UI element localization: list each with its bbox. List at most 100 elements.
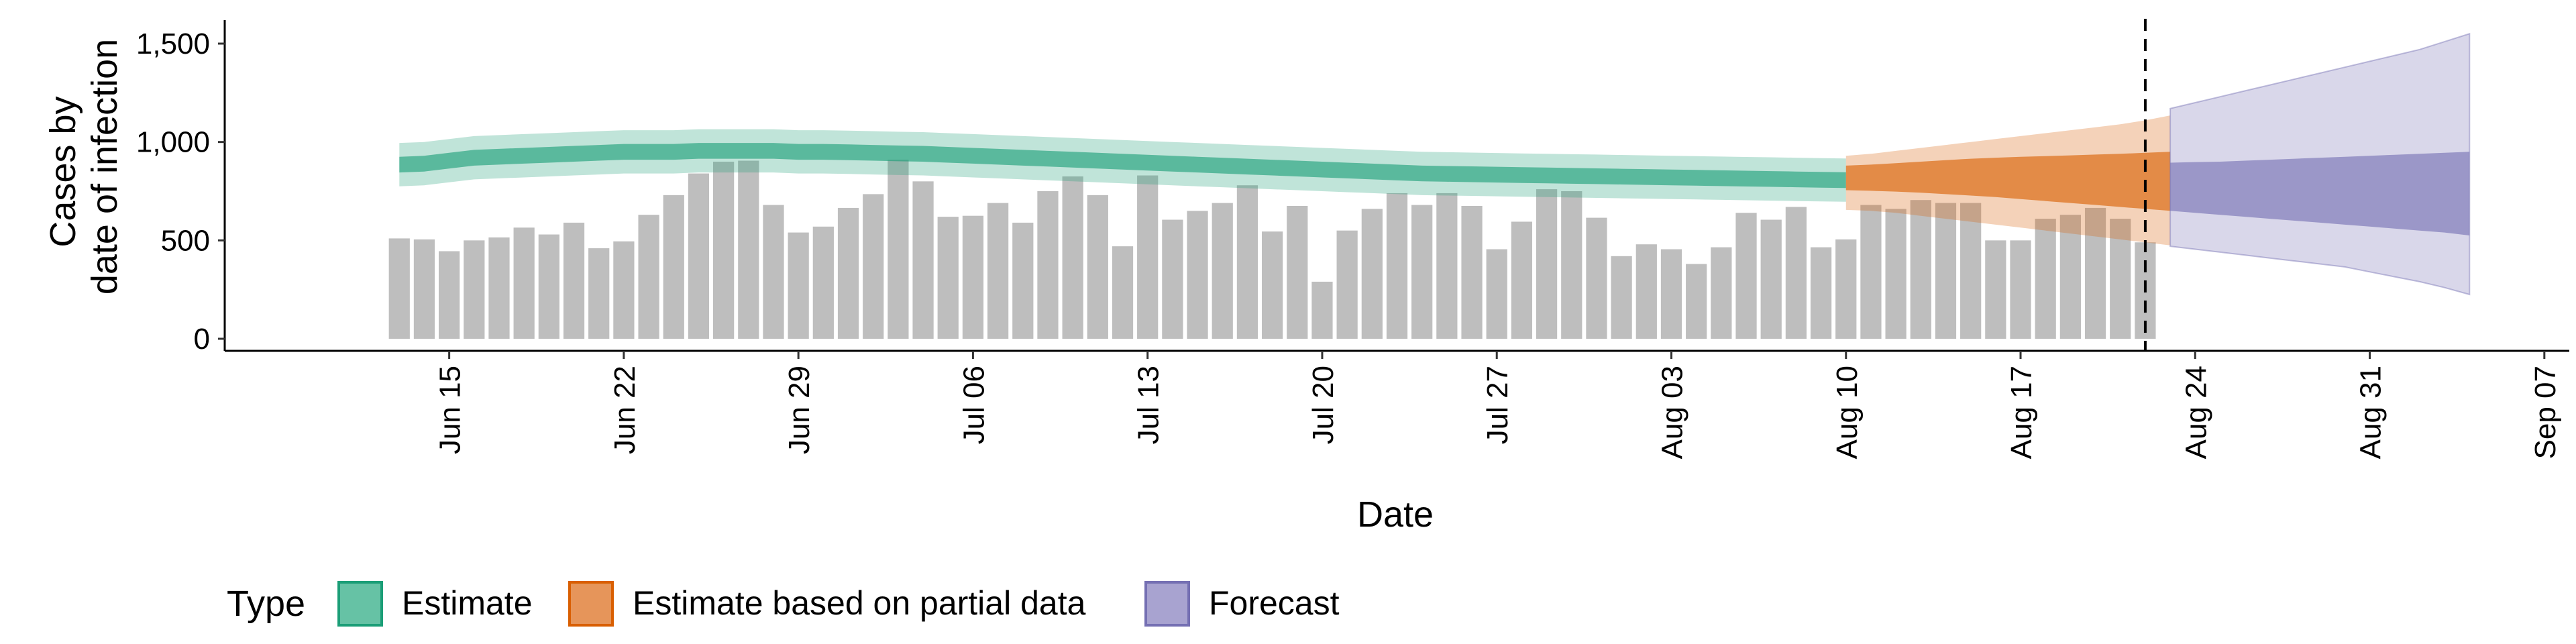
- observed-bar: [987, 203, 1009, 339]
- x-tick-label: Jul 20: [1307, 366, 1340, 444]
- observed-bar: [713, 162, 735, 339]
- observed-bar: [1985, 240, 2006, 339]
- observed-bar: [837, 207, 859, 339]
- y-tick-label: 500: [161, 224, 210, 257]
- estimate-bands: [399, 32, 2471, 296]
- observed-bar: [1536, 189, 1558, 339]
- observed-bar: [1311, 281, 1333, 339]
- observed-bar: [1436, 193, 1458, 339]
- observed-bar: [1960, 203, 1982, 339]
- x-tick-label: Aug 24: [2180, 366, 2212, 459]
- observed-bar: [1037, 191, 1059, 339]
- observed-bar: [1112, 246, 1134, 339]
- observed-bar: [812, 226, 834, 339]
- y-tick-label: 1,000: [136, 126, 210, 159]
- observed-bar: [1087, 195, 1108, 339]
- legend-key: [337, 581, 383, 627]
- observed-bar: [1012, 222, 1034, 339]
- x-axis-ticks: Jun 15 Jun 22 Jun 29 Jul 06 Jul 13 Jul 20 Jul …: [434, 351, 2562, 459]
- observed-bar: [962, 215, 984, 339]
- observed-bar: [1411, 205, 1433, 339]
- observed-bar: [1835, 239, 1857, 339]
- x-tick-label: Jun 15: [434, 366, 467, 454]
- observed-bar: [912, 181, 934, 339]
- observed-bar: [638, 215, 659, 339]
- observed-bar: [663, 195, 684, 339]
- observed-bar: [1162, 219, 1183, 339]
- x-tick-label: Sep 07: [2529, 366, 2562, 459]
- y-axis-title-line-1: Cases by: [43, 96, 83, 247]
- observed-bar: [1586, 217, 1607, 339]
- y-axis-title: Cases by date of infection: [43, 39, 125, 294]
- observed-bar: [1261, 231, 1283, 339]
- observed-bars: [388, 160, 2156, 339]
- observed-bar: [1336, 230, 1358, 339]
- observed-bar: [1810, 247, 1832, 339]
- observed-bar: [1287, 206, 1308, 339]
- observed-bar: [1461, 206, 1483, 339]
- x-tick-label: Jul 27: [1481, 366, 1514, 444]
- observed-bar: [1137, 175, 1159, 339]
- observed-bar: [688, 173, 710, 339]
- observed-bar: [1711, 247, 1732, 339]
- observed-bar: [1760, 219, 1782, 339]
- observed-bar: [1660, 249, 1682, 339]
- observed-bar: [439, 251, 460, 339]
- observed-bar: [1860, 205, 1882, 339]
- observed-bar: [2110, 219, 2131, 339]
- observed-bar: [788, 232, 809, 339]
- observed-bar: [1735, 213, 1757, 339]
- legend-key: [568, 581, 614, 627]
- partial-estimate-inner-band: [1845, 152, 2171, 211]
- observed-bar: [1361, 209, 1383, 339]
- observed-bar: [2059, 215, 2081, 339]
- observed-bar: [464, 240, 485, 339]
- observed-bar: [588, 248, 610, 339]
- legend-label: Estimate: [402, 584, 533, 622]
- observed-bar: [1611, 256, 1632, 339]
- legend-label: Forecast: [1209, 584, 1340, 622]
- observed-bar: [2035, 219, 2056, 339]
- observed-bar: [1686, 264, 1707, 339]
- observed-bar: [2084, 207, 2106, 339]
- legend-key: [1144, 581, 1190, 627]
- y-axis-ticks: 0 500 1,000 1,500: [136, 28, 225, 356]
- observed-bar: [1187, 211, 1208, 339]
- observed-bar: [738, 160, 759, 339]
- observed-bar: [937, 217, 959, 339]
- y-tick-label: 0: [194, 323, 210, 356]
- x-tick-label: Aug 17: [2005, 366, 2038, 459]
- y-axis-title-line-2: date of infection: [85, 39, 125, 294]
- observed-bar: [1635, 244, 1657, 339]
- legend-label: Estimate based on partial data: [633, 584, 1086, 622]
- observed-bar: [1212, 203, 1233, 339]
- observed-bar: [888, 160, 909, 339]
- observed-bar: [1561, 191, 1582, 339]
- observed-bar: [513, 227, 535, 339]
- legend: Type Estimate Estimate based on partial d…: [227, 581, 1340, 627]
- observed-bar: [1885, 209, 1907, 339]
- y-tick-label: 1,500: [136, 28, 210, 60]
- observed-bar: [1386, 193, 1408, 339]
- observed-bar: [413, 239, 435, 339]
- observed-bar: [538, 234, 559, 339]
- estimate-inner-band: [399, 143, 1846, 189]
- observed-bar: [863, 194, 884, 339]
- x-axis-title: Date: [1357, 494, 1434, 535]
- observed-bar: [488, 237, 510, 339]
- observed-bar: [763, 205, 784, 339]
- x-tick-label: Jul 13: [1132, 366, 1165, 444]
- x-tick-label: Aug 03: [1656, 366, 1688, 459]
- observed-bar: [613, 241, 635, 339]
- observed-bar: [1935, 203, 1957, 339]
- observed-bar: [1486, 249, 1507, 339]
- forecast-inner-band: [2170, 152, 2470, 235]
- x-tick-label: Aug 10: [1831, 366, 1864, 459]
- observed-bar: [1785, 207, 1807, 339]
- observed-bar: [1236, 185, 1258, 339]
- x-tick-label: Jun 22: [608, 366, 641, 454]
- legend-title: Type: [227, 584, 305, 624]
- observed-bar: [2010, 240, 2031, 339]
- observed-bar: [388, 238, 410, 339]
